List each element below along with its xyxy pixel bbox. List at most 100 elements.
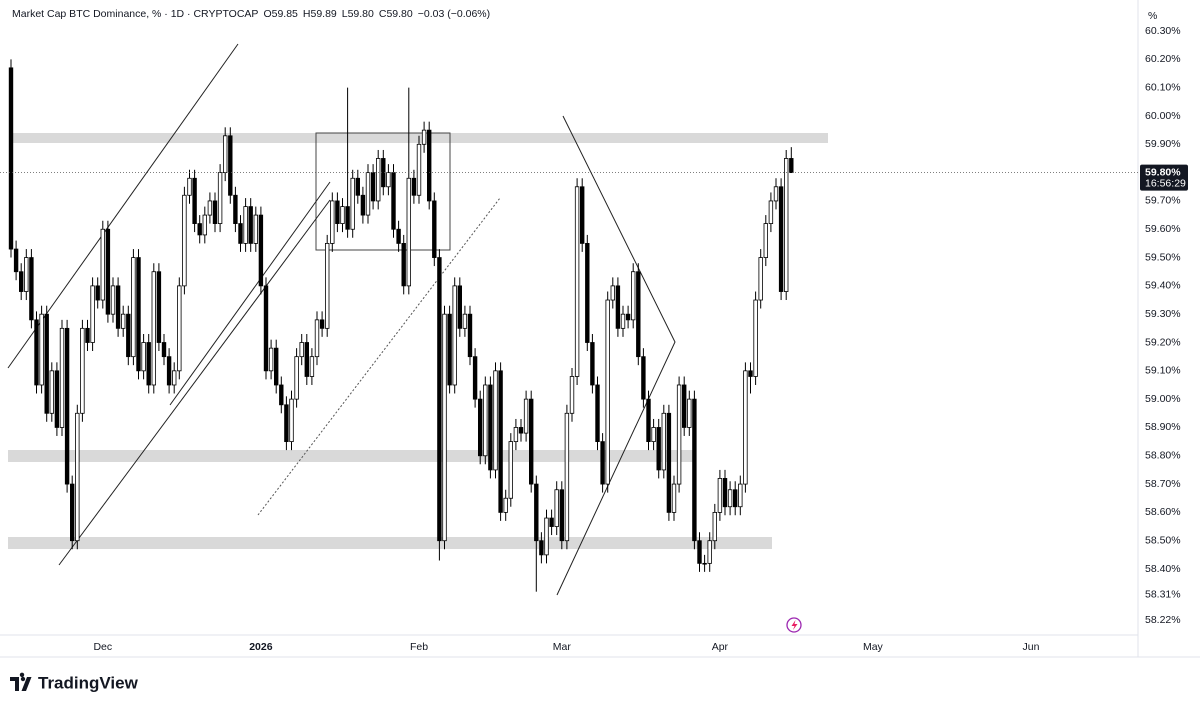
y-tick-label: 59.20% bbox=[1145, 336, 1181, 348]
trend-line bbox=[257, 197, 501, 516]
candle-body bbox=[207, 200, 213, 216]
candle-body bbox=[763, 223, 768, 258]
candle-body bbox=[447, 313, 452, 386]
legend-value: −0.03 (−0.06%) bbox=[417, 8, 491, 20]
candle-body bbox=[758, 257, 763, 301]
candle-body bbox=[222, 135, 228, 174]
candle-body bbox=[350, 177, 355, 230]
candle-body bbox=[590, 342, 595, 386]
y-tick-label: 58.22% bbox=[1145, 614, 1181, 626]
candle-body bbox=[136, 257, 141, 372]
candle-body bbox=[156, 271, 162, 343]
candle-body bbox=[365, 172, 371, 216]
candle-body bbox=[753, 299, 758, 377]
candle-body bbox=[661, 412, 666, 471]
candle-body bbox=[64, 327, 70, 485]
candle-body bbox=[768, 200, 774, 224]
candle-body bbox=[671, 483, 677, 513]
candle-body bbox=[529, 398, 534, 485]
candle-body bbox=[717, 478, 723, 513]
candle-body bbox=[641, 356, 646, 400]
candle-body bbox=[253, 214, 258, 244]
candle-body bbox=[34, 319, 39, 386]
candle-body bbox=[273, 347, 279, 386]
candle-body bbox=[121, 313, 126, 329]
candle-body bbox=[299, 342, 304, 358]
candle-body bbox=[702, 562, 707, 565]
candle-body bbox=[70, 483, 75, 542]
candle-body bbox=[580, 186, 585, 244]
candle-body bbox=[100, 228, 105, 301]
countdown: 16:56:29 bbox=[1145, 177, 1186, 189]
candle-body bbox=[687, 398, 692, 428]
candle-body bbox=[569, 376, 575, 414]
candle-body bbox=[304, 342, 309, 377]
candle-body bbox=[416, 143, 422, 196]
candle-body bbox=[631, 271, 636, 321]
candle-body bbox=[437, 257, 442, 542]
candle-body bbox=[574, 186, 580, 377]
x-tick-label: Dec bbox=[93, 641, 112, 653]
candle-body bbox=[314, 319, 320, 358]
candle-body bbox=[258, 214, 264, 287]
candle-body bbox=[263, 285, 269, 372]
candle-body bbox=[248, 206, 253, 244]
price-label-bg bbox=[1140, 164, 1188, 191]
y-tick-label: 58.80% bbox=[1145, 450, 1181, 462]
candle-body bbox=[636, 271, 641, 358]
legend: Market Cap BTC Dominance, % · 1D · CRYPT… bbox=[12, 8, 490, 20]
candle-body bbox=[789, 158, 794, 174]
candle-body bbox=[518, 427, 524, 434]
y-tick-label: 60.00% bbox=[1145, 110, 1181, 122]
y-tick-label: 58.60% bbox=[1145, 506, 1181, 518]
candle-body bbox=[743, 370, 748, 485]
candle-body bbox=[80, 327, 85, 414]
candle-body bbox=[161, 342, 167, 358]
candle-body bbox=[452, 285, 457, 386]
candle-body bbox=[24, 257, 29, 292]
candle-body bbox=[421, 129, 427, 145]
y-tick-label: 58.50% bbox=[1145, 534, 1181, 546]
candle-body bbox=[564, 412, 570, 542]
legend-value: C59.80 bbox=[378, 8, 413, 20]
candle-body bbox=[309, 356, 315, 377]
y-tick-label: 59.60% bbox=[1145, 223, 1181, 235]
candle-body bbox=[54, 370, 60, 428]
candle-body bbox=[733, 489, 738, 508]
candle-body bbox=[18, 271, 24, 292]
candle-body bbox=[386, 172, 391, 188]
x-tick-label: Apr bbox=[712, 641, 729, 653]
candle-body bbox=[217, 172, 223, 224]
candle-body bbox=[319, 319, 325, 329]
candle-body bbox=[656, 427, 661, 471]
candle-body bbox=[192, 177, 197, 224]
candle-body bbox=[457, 285, 462, 329]
candle-body bbox=[610, 285, 615, 301]
candle-body bbox=[146, 342, 151, 386]
event-icon[interactable] bbox=[786, 617, 802, 633]
x-tick-label: Feb bbox=[410, 641, 428, 653]
legend-value: O59.85 bbox=[263, 8, 298, 20]
candle-body bbox=[682, 384, 687, 428]
candle-body bbox=[355, 177, 360, 196]
candle-body bbox=[707, 540, 712, 564]
y-tick-label: 59.90% bbox=[1145, 138, 1181, 150]
candle-body bbox=[110, 285, 116, 315]
zone bbox=[8, 450, 693, 462]
candle-body bbox=[340, 206, 345, 224]
candle-body bbox=[177, 285, 182, 372]
candle-body bbox=[411, 177, 417, 196]
candle-body bbox=[483, 384, 488, 457]
candle-body bbox=[432, 200, 437, 258]
y-tick-label: 58.90% bbox=[1145, 421, 1181, 433]
trend-line bbox=[169, 181, 331, 406]
x-tick-label: May bbox=[863, 641, 884, 653]
candle-body bbox=[197, 223, 202, 236]
candle-body bbox=[539, 540, 544, 556]
candle-body bbox=[13, 248, 19, 273]
candle-body bbox=[90, 285, 95, 343]
candle-body bbox=[370, 172, 376, 202]
candle-body bbox=[748, 370, 753, 377]
candle-body bbox=[228, 135, 233, 196]
